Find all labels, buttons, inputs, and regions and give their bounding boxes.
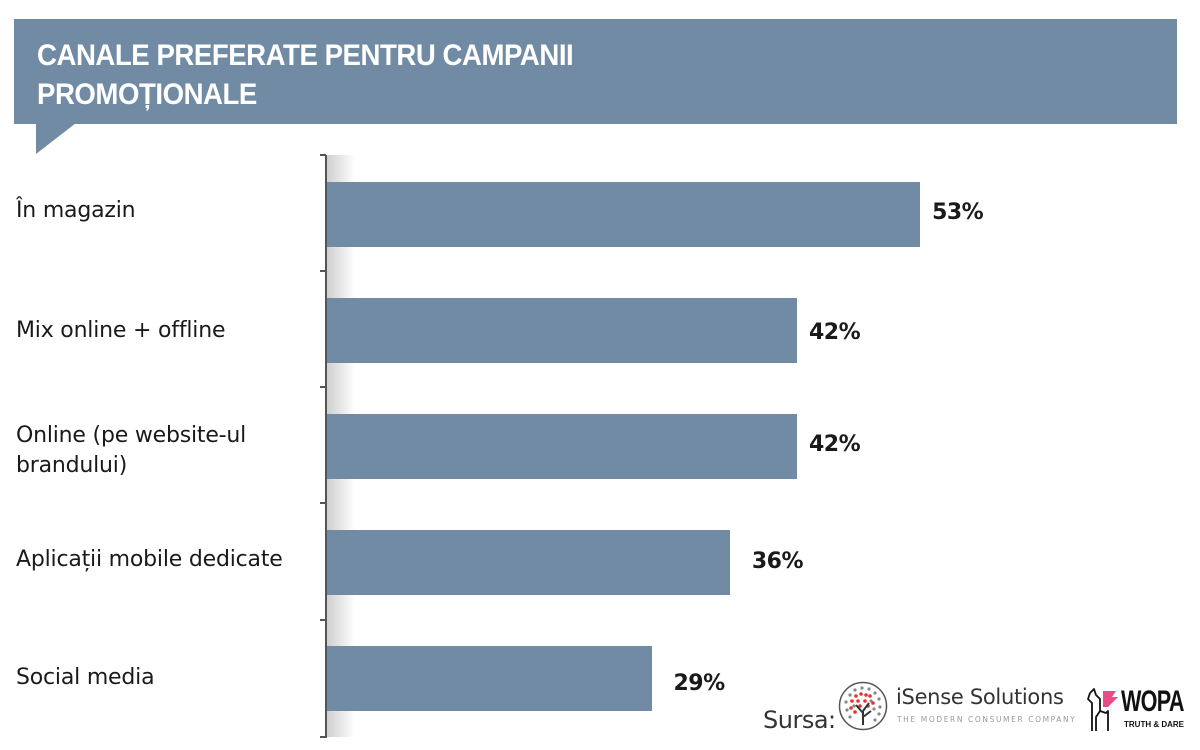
- bar-mix-online-offline: [327, 298, 797, 363]
- category-label: În magazin: [16, 196, 316, 226]
- category-label: Social media: [16, 663, 316, 693]
- axis-tick: [320, 502, 326, 504]
- category-label-line: Social media: [16, 665, 155, 690]
- category-label-line: În magazin: [16, 198, 136, 223]
- category-label: Online (pe website-ul brandului): [16, 421, 316, 481]
- category-label-line: Online (pe website-ul: [16, 423, 247, 448]
- source-label: Sursa:: [763, 706, 836, 734]
- axis-tick: [320, 736, 326, 738]
- bar-aplicatii-mobile: [327, 530, 730, 595]
- isense-logo: iSense Solutions THE MODERN CONSUMER COM…: [838, 681, 1075, 737]
- axis-tick: [320, 386, 326, 388]
- isense-tagline: THE MODERN CONSUMER COMPANY: [897, 715, 1077, 724]
- wopa-logo: WOPA TRUTH & DARE: [1086, 685, 1188, 733]
- title-banner-tail: [36, 123, 76, 154]
- chart-title-line-1: CANALE PREFERATE PENTRU CAMPANII: [37, 39, 574, 72]
- category-label-line: Mix online + offline: [16, 318, 226, 343]
- value-label: 29%: [673, 671, 726, 696]
- horse-flag-icon: [1087, 688, 1118, 731]
- category-label-line: brandului): [16, 453, 128, 478]
- category-label: Mix online + offline: [16, 316, 316, 346]
- axis-tick: [320, 619, 326, 621]
- bar-in-magazin: [327, 182, 921, 247]
- axis-tick: [320, 154, 326, 156]
- category-label: Aplicații mobile dedicate: [16, 545, 316, 575]
- wopa-tagline: TRUTH & DARE: [1124, 720, 1184, 729]
- wopa-name: WOPA: [1121, 685, 1184, 718]
- bar-social-media: [327, 646, 652, 711]
- bar-online-website: [327, 414, 797, 479]
- value-label: 42%: [808, 432, 861, 457]
- chart-title: CANALE PREFERATE PENTRU CAMPANII PROMOȚI…: [37, 36, 773, 114]
- chart-title-line-2: PROMOȚIONALE: [37, 78, 257, 111]
- title-banner: [14, 19, 1177, 124]
- tree-icon: [838, 681, 888, 731]
- category-label-line: Aplicații mobile dedicate: [16, 547, 283, 572]
- value-label: 36%: [751, 549, 804, 574]
- isense-name: iSense Solutions: [896, 685, 1064, 709]
- y-axis-line: [325, 155, 327, 738]
- value-label: 53%: [932, 200, 984, 225]
- value-label: 42%: [808, 320, 861, 345]
- axis-tick: [320, 270, 326, 272]
